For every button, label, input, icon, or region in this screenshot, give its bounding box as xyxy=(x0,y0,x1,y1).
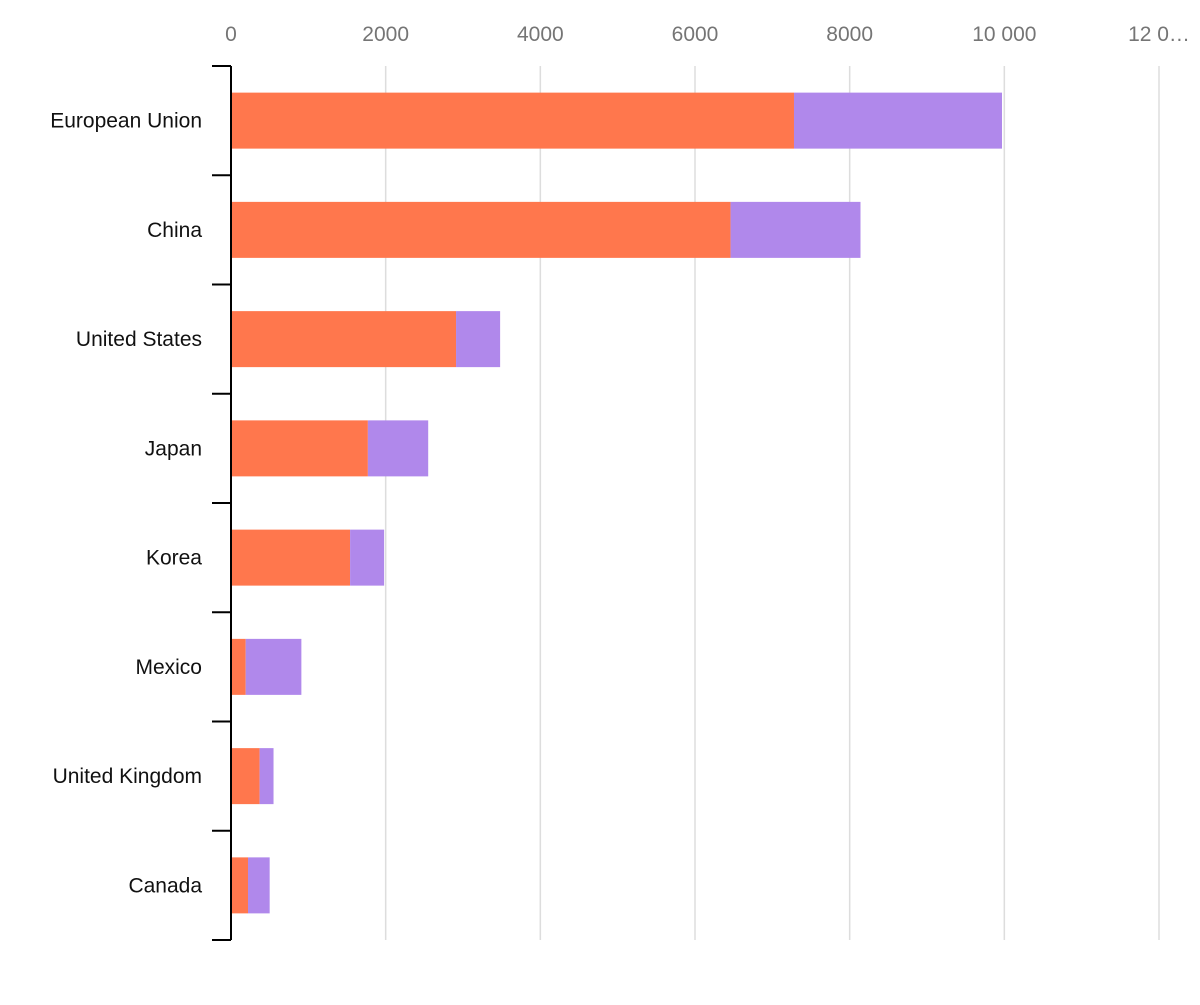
category-label: European Union xyxy=(50,110,202,133)
bar-segment-series-1 xyxy=(231,201,731,258)
bar-segment-series-1 xyxy=(231,857,249,914)
category-label: Korea xyxy=(146,547,202,570)
bar-segment-series-1 xyxy=(231,311,457,368)
x-tick-label: 12 0… xyxy=(1128,23,1190,46)
bar-segment-series-2 xyxy=(730,201,861,258)
bar-segment-series-2 xyxy=(248,857,270,914)
category-label: China xyxy=(147,219,202,242)
bar-segment-series-2 xyxy=(793,92,1003,149)
x-tick-label: 0 xyxy=(225,23,237,46)
x-tick-label: 8000 xyxy=(826,23,873,46)
x-tick-label: 2000 xyxy=(362,23,409,46)
bar-segment-series-1 xyxy=(231,420,368,477)
category-label: Mexico xyxy=(135,656,202,679)
x-tick-label: 6000 xyxy=(672,23,719,46)
bar-segment-series-2 xyxy=(350,529,385,586)
x-tick-label: 10 000 xyxy=(972,23,1036,46)
category-label: Canada xyxy=(128,874,202,897)
x-tick-label: 4000 xyxy=(517,23,564,46)
bar-segment-series-1 xyxy=(231,92,794,149)
category-label: United States xyxy=(76,328,202,351)
category-label: Japan xyxy=(145,437,202,460)
bar-segment-series-1 xyxy=(231,748,260,805)
bar-segment-series-1 xyxy=(231,638,246,695)
bar-segment-series-2 xyxy=(259,748,274,805)
category-label: United Kingdom xyxy=(53,765,202,788)
bar-segment-series-2 xyxy=(367,420,429,477)
bar-segment-series-2 xyxy=(245,638,302,695)
bar-segment-series-2 xyxy=(456,311,501,368)
bar-segment-series-1 xyxy=(231,529,351,586)
